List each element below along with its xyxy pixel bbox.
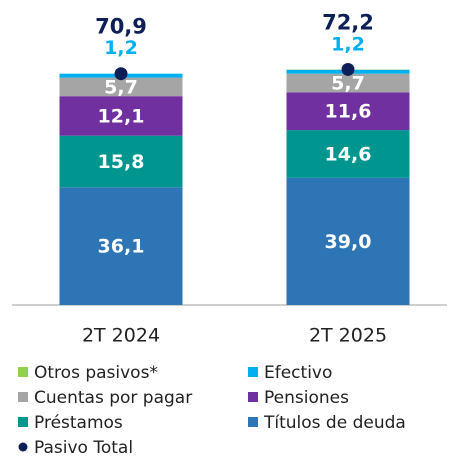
bar-segment — [59, 187, 183, 305]
data-label: 11,6 — [325, 101, 372, 123]
total-label: 70,9 — [95, 15, 147, 39]
data-label: 12,1 — [98, 105, 145, 127]
data-label: 5,7 — [104, 76, 138, 98]
legend-swatch — [248, 417, 258, 427]
data-label: 1,2 — [331, 33, 365, 55]
bar-segment — [59, 96, 183, 136]
legend-label: Otros pasivos* — [34, 363, 158, 383]
legend-swatch — [18, 392, 28, 402]
legend-label: Préstamos — [34, 413, 123, 433]
x-tick-label: 2T 2024 — [82, 325, 160, 347]
bar-segment — [286, 73, 410, 93]
bar-segment — [286, 177, 410, 305]
legend-swatch — [248, 367, 258, 377]
x-tick-label: 2T 2025 — [309, 325, 387, 347]
data-label: 5,7 — [331, 72, 365, 94]
legend-swatch — [18, 417, 28, 427]
legend-label: Cuentas por pagar — [34, 388, 192, 408]
data-label: 36,1 — [98, 236, 145, 258]
bar-segment — [59, 135, 183, 188]
data-label: 1,2 — [104, 37, 138, 59]
total-label: 72,2 — [322, 10, 374, 34]
data-label: 15,8 — [98, 151, 145, 173]
total-marker — [341, 62, 355, 76]
bar-segment — [59, 77, 183, 97]
bar-segment — [286, 92, 410, 131]
legend-label: Efectivo — [264, 363, 332, 383]
legend-swatch — [248, 392, 258, 402]
legend-label: Pasivo Total — [34, 438, 133, 458]
data-label: 14,6 — [325, 143, 372, 165]
legend-label: Títulos de deuda — [263, 413, 406, 433]
legend-label: Pensiones — [264, 388, 349, 408]
legend-swatch — [18, 442, 28, 452]
bar-segment — [286, 130, 410, 178]
data-label: 39,0 — [325, 231, 372, 253]
legend-swatch — [18, 367, 28, 377]
total-marker — [114, 67, 128, 81]
